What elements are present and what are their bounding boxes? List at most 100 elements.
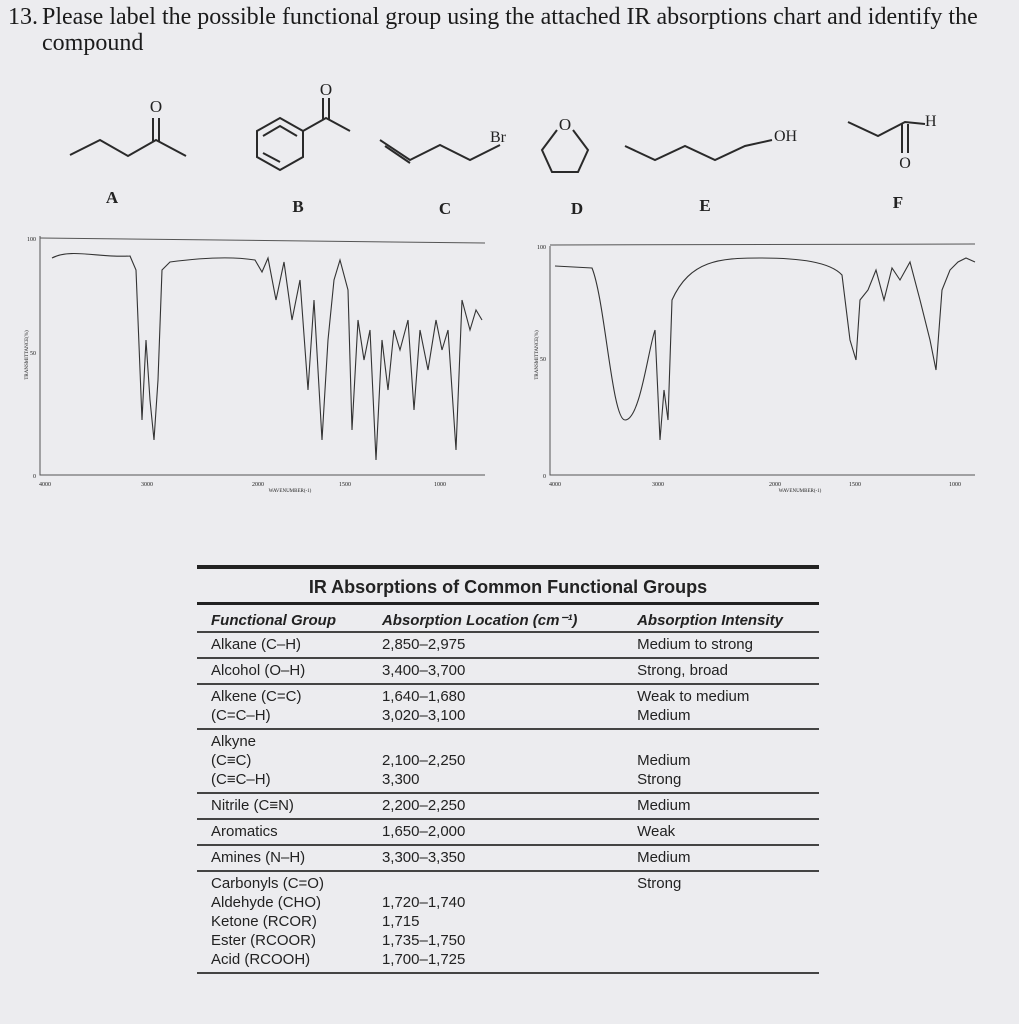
cell-line: 1,720–1,740	[381, 894, 466, 911]
y-axis-label: TRANSMITTANCE(%)	[25, 330, 30, 380]
compound-label: D	[571, 199, 583, 218]
cell-line: 1,735–1,750	[381, 932, 466, 949]
cell-line: Medium	[637, 849, 691, 866]
cell-line: Aldehyde (CHO)	[211, 894, 322, 911]
table-cell: 1,640–1,680 3,020–3,100	[367, 684, 624, 730]
cell-line: Medium to strong	[637, 636, 753, 653]
table-row: Nitrile (C≡N) 2,200–2,250 Medium	[197, 793, 819, 820]
cell-line: 1,715	[381, 913, 420, 930]
ring	[540, 129, 590, 173]
x-tick-label: 1000	[434, 482, 446, 488]
x-tick-label: 2000	[769, 482, 781, 488]
question-number: 13.	[8, 4, 38, 30]
y-tick-label: 0	[543, 474, 546, 480]
table-cell: Weak to medium Medium	[623, 684, 819, 730]
cell-line: (C=C–H)	[211, 707, 271, 724]
table-cell: Strong, broad	[623, 658, 819, 685]
x-axis-label: WAVENUMBER(-1)	[269, 489, 312, 494]
table-row: Alkyne (C≡C) (C≡C–H) 2,100–2,250 3,300 Medium…	[197, 729, 819, 794]
y-tick-label: 50	[540, 357, 546, 363]
table-cell: Amines (N–H)	[197, 845, 368, 872]
cell-line: 3,300	[381, 771, 420, 788]
column-header: Functional Group	[197, 605, 368, 633]
table-cell: 2,200–2,250	[367, 793, 624, 820]
compound-label: C	[439, 199, 451, 218]
cell-line: 2,200–2,250	[381, 797, 466, 814]
bond	[624, 139, 773, 162]
y-tick-label: 0	[33, 474, 36, 480]
table-cell: Nitrile (C≡N)	[197, 793, 368, 820]
table-cell: 3,300–3,350	[367, 845, 624, 872]
cell-line: Weak	[637, 823, 676, 840]
table-cell: Aromatics	[197, 819, 368, 846]
table-row: Carbonyls (C=O) Aldehyde (CHO) Ketone (RCO…	[197, 871, 819, 974]
x-tick-label: 2000	[252, 482, 264, 488]
y-axis-label: TRANSMITTANCE(%)	[535, 330, 540, 380]
table-cell: Strong	[623, 871, 819, 974]
atom: H	[925, 113, 937, 130]
x-tick-label: 4000	[39, 482, 51, 488]
table-cell: Alkene (C=C) (C=C–H)	[197, 684, 368, 730]
axis	[39, 236, 485, 476]
table-cell: 1,720–1,740 1,715 1,735–1,750 1,700–1,725	[367, 871, 624, 974]
cell-line: Alkane (C–H)	[211, 636, 302, 653]
table-cell: Medium Strong	[623, 729, 819, 794]
bond	[262, 124, 298, 137]
question-text: Please label the possible functional gro…	[42, 4, 978, 56]
x-axis-label: WAVENUMBER(-1)	[779, 489, 822, 494]
cell-line: (C≡C)	[211, 752, 252, 769]
cell-line: Alcohol (O–H)	[211, 662, 306, 679]
table-row: Amines (N–H) 3,300–3,350 Medium	[197, 845, 819, 872]
cell-line: Strong, broad	[637, 662, 728, 679]
atom: O	[899, 155, 911, 172]
bond	[302, 116, 351, 132]
table-title: IR Absorptions of Common Functional Grou…	[197, 565, 819, 605]
header-row: Functional Group Absorption Location (cm⁻…	[197, 605, 819, 633]
table-body: Alkane (C–H) 2,850–2,975 Medium to strong A…	[197, 632, 819, 974]
spectrum-curve	[51, 252, 483, 461]
table-row: Aromatics 1,650–2,000 Weak	[197, 819, 819, 846]
x-tick-label: 1500	[339, 482, 351, 488]
cell-line: 3,020–3,100	[381, 707, 466, 724]
bond	[384, 145, 411, 164]
cell-line: 1,700–1,725	[381, 951, 466, 968]
atom: O	[150, 97, 162, 116]
bond	[69, 138, 187, 158]
x-tick-label: 1000	[949, 482, 961, 488]
table-row: Alkane (C–H) 2,850–2,975 Medium to strong	[197, 632, 819, 659]
column-header: Absorption Location (cm⁻¹)	[367, 605, 624, 633]
cell-line: 2,100–2,250	[381, 752, 466, 769]
axis	[549, 246, 975, 476]
cell-line: 1,650–2,000	[381, 823, 466, 840]
table-cell: Carbonyls (C=O) Aldehyde (CHO) Ketone (RCO…	[197, 871, 368, 974]
spectrum-curve	[554, 257, 976, 441]
table-cell: Alkane (C–H)	[197, 632, 368, 659]
y-tick-label: 50	[30, 351, 36, 357]
cell-line: Medium	[637, 797, 691, 814]
cell-line: Strong	[637, 875, 682, 892]
table-cell: Weak	[623, 819, 819, 846]
table-cell: Alcohol (O–H)	[197, 658, 368, 685]
bond	[262, 152, 281, 163]
cell-line: Ester (RCOOR)	[211, 932, 316, 949]
table-cell: Medium	[623, 793, 819, 820]
question: 13. Please label the possible functional…	[8, 4, 1008, 56]
cell-line: Medium	[637, 707, 691, 724]
compound-label: A	[106, 188, 119, 207]
cell-line: Acid (RCOOH)	[211, 951, 311, 968]
compound-label: F	[893, 193, 903, 212]
atom: OH	[774, 128, 798, 145]
x-tick-label: 3000	[141, 482, 153, 488]
table-cell: Medium	[623, 845, 819, 872]
cell-line: Ketone (RCOR)	[211, 913, 317, 930]
cell-line: Carbonyls (C=O)	[211, 875, 324, 892]
table-cell: 2,850–2,975	[367, 632, 624, 659]
bond	[379, 139, 501, 162]
x-tick-label: 4000	[549, 482, 561, 488]
table-row: Alkene (C=C) (C=C–H) 1,640–1,680 3,020–3,10…	[197, 684, 819, 730]
compound-label: B	[292, 197, 303, 216]
bond	[847, 120, 926, 138]
x-tick-label: 1500	[849, 482, 861, 488]
table-cell: 1,650–2,000	[367, 819, 624, 846]
